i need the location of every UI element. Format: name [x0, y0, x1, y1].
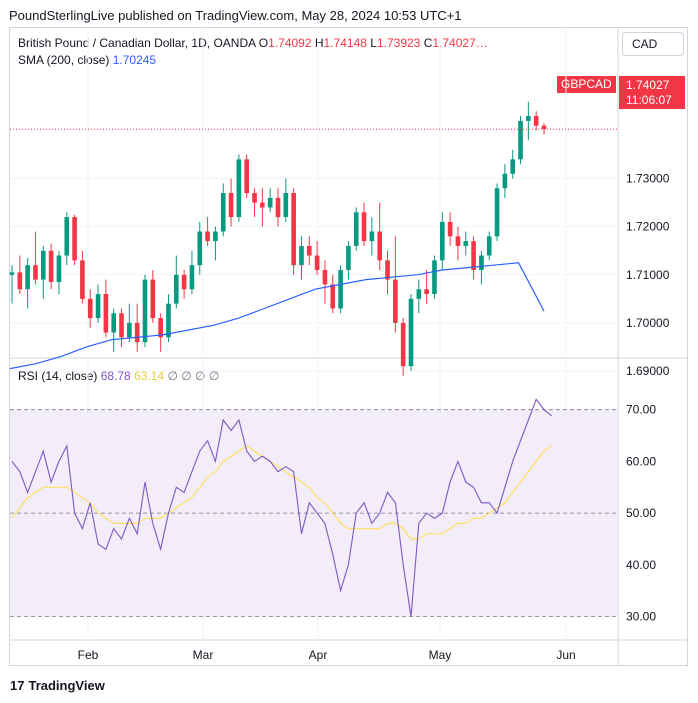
sma-label: SMA (200, close) — [18, 53, 110, 67]
rsi-ma-value: 63.14 — [134, 369, 165, 383]
symbol-price-tag: GBPCAD — [557, 76, 616, 93]
brand-name: TradingView — [28, 678, 105, 693]
close-label: C — [423, 36, 433, 50]
sma-value: 1.70245 — [112, 53, 157, 67]
tradingview-footer: 17 TradingView — [10, 678, 105, 693]
open-value: 1.74092 — [268, 36, 312, 50]
sma-legend: SMA (200, close) 1.70245 — [18, 53, 156, 67]
open-label: O — [258, 36, 269, 50]
currency-button[interactable]: CAD — [622, 32, 684, 56]
low-label: L — [370, 36, 377, 50]
rsi-label: RSI (14, close) — [18, 369, 98, 383]
close-value: 1.74027… — [432, 36, 488, 50]
rsi-value: 68.78 — [100, 369, 131, 383]
last-price-value: 1.74027 — [626, 78, 670, 92]
symbol-name: British Pound / Canadian Dollar, 1D, OAN… — [18, 36, 256, 50]
rsi-legend: RSI (14, close) 68.78 63.14 ∅ ∅ ∅ ∅ — [18, 369, 219, 383]
last-price-tag: 1.74027 11:06:07 — [619, 76, 685, 109]
tradingview-logo-icon: 17 — [10, 678, 25, 693]
bar-countdown: 11:06:07 — [626, 93, 672, 107]
main-legend: British Pound / Canadian Dollar, 1D, OAN… — [18, 36, 488, 50]
high-value: 1.74148 — [323, 36, 367, 50]
low-value: 1.73923 — [376, 36, 421, 50]
rsi-placeholder-values: ∅ ∅ ∅ ∅ — [167, 369, 220, 383]
chart-frame — [9, 27, 688, 666]
publisher-caption: PoundSterlingLive published on TradingVi… — [9, 8, 462, 23]
high-label: H — [314, 36, 324, 50]
